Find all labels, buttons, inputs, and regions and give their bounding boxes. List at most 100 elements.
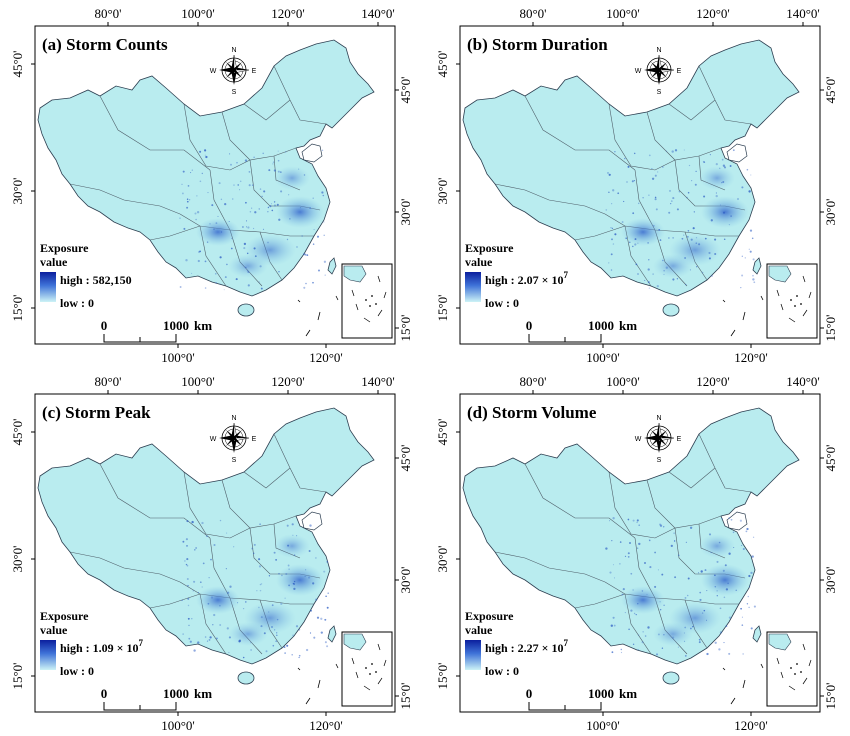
- legend: Exposure value high : 1.09 × 107 low : 0: [40, 609, 144, 678]
- sea-dash-marks: [297, 295, 339, 337]
- legend-high-label: high : 582,150: [60, 273, 132, 287]
- exposure-speckle: [605, 149, 756, 289]
- scale-bar: 0 1000 km: [526, 318, 637, 343]
- right-tick-label: 45°0': [398, 76, 413, 103]
- top-tick-label: 120°0': [696, 6, 730, 21]
- compass-west-label: W: [635, 68, 642, 75]
- legend-title: Exposure: [40, 609, 89, 623]
- left-tick-label: 45°0': [435, 50, 450, 77]
- inset-islands: [365, 663, 377, 675]
- north-arrow-icon: N S E W: [635, 415, 682, 464]
- right-tick-label: 15°0': [398, 682, 413, 709]
- compass-south-label: S: [657, 89, 662, 96]
- bohai-sea: [726, 511, 748, 531]
- inset-landmass: [768, 633, 792, 651]
- left-tick-label: 45°0': [10, 418, 25, 445]
- compass-west-label: W: [635, 436, 642, 443]
- left-tick-label: 45°0': [435, 418, 450, 445]
- exposure-speckle: [179, 149, 327, 291]
- compass-east-label: E: [252, 68, 257, 75]
- right-tick-label: 30°0': [823, 198, 838, 225]
- left-tick-label: 30°0': [10, 545, 25, 572]
- top-tick-label: 100°0': [181, 374, 215, 389]
- bottom-tick-label: 120°0': [309, 350, 343, 365]
- scale-unit-label: km: [194, 686, 212, 701]
- bottom-tick-label: 120°0': [734, 718, 768, 733]
- taiwan-island: [752, 625, 762, 643]
- scale-zero-label: 0: [101, 318, 108, 333]
- legend-high-exponent: 7: [564, 270, 569, 280]
- china-landmass: [37, 407, 375, 665]
- inset-landmass: [343, 265, 367, 283]
- left-tick-label: 15°0': [435, 662, 450, 689]
- right-tick-label: 15°0': [823, 682, 838, 709]
- scale-bar: 0 1000 km: [526, 686, 637, 711]
- bottom-tick-label: 120°0': [309, 718, 343, 733]
- legend-low-label: low : 0: [60, 296, 94, 310]
- left-tick-label: 15°0': [435, 294, 450, 321]
- right-tick-label: 45°0': [398, 444, 413, 471]
- map-panel-c: 80°0' 100°0' 120°0' 140°0' 100°0' 120°0'…: [0, 368, 425, 736]
- legend: Exposure value high : 582,150 low : 0: [40, 241, 132, 310]
- taiwan-island: [327, 257, 337, 275]
- inset-dash-line: [351, 275, 387, 323]
- top-tick-label: 140°0': [361, 6, 395, 21]
- frame-ticks: [456, 390, 824, 716]
- taiwan-island: [327, 625, 337, 643]
- panel-title: (b) Storm Duration: [467, 35, 608, 54]
- taiwan-island: [752, 257, 762, 275]
- legend-color-ramp: [40, 272, 56, 302]
- map-figure: 80°0' 100°0' 120°0' 140°0' 100°0' 120°0'…: [435, 6, 838, 365]
- scale-bar: 0 1000 km: [101, 318, 212, 343]
- right-tick-label: 30°0': [398, 566, 413, 593]
- sea-dash-marks: [722, 295, 764, 337]
- map-figure: 80°0' 100°0' 120°0' 140°0' 100°0' 120°0'…: [10, 374, 413, 733]
- bottom-tick-label: 100°0': [161, 718, 195, 733]
- frame-ticks: [31, 390, 399, 716]
- north-arrow-icon: N S E W: [210, 47, 257, 96]
- top-tick-label: 140°0': [361, 374, 395, 389]
- compass-east-label: E: [677, 436, 682, 443]
- left-tick-label: 30°0': [435, 545, 450, 572]
- bottom-tick-label: 120°0': [734, 350, 768, 365]
- left-tick-label: 15°0': [10, 294, 25, 321]
- top-tick-label: 120°0': [271, 6, 305, 21]
- compass-north-label: N: [656, 47, 661, 54]
- legend-title: Exposure: [465, 609, 514, 623]
- bottom-tick-label: 100°0': [586, 718, 620, 733]
- left-tick-label: 15°0': [10, 662, 25, 689]
- panel-title: (c) Storm Peak: [42, 403, 151, 422]
- left-tick-label: 30°0': [10, 177, 25, 204]
- map-panel-b: 80°0' 100°0' 120°0' 140°0' 100°0' 120°0'…: [425, 0, 850, 368]
- scale-bar: 0 1000 km: [101, 686, 212, 711]
- bohai-sea: [301, 511, 323, 531]
- legend-low-label: low : 0: [485, 664, 519, 678]
- scale-zero-label: 0: [101, 686, 108, 701]
- inset-landmass: [343, 633, 367, 651]
- scale-unit-label: km: [194, 318, 212, 333]
- top-tick-label: 120°0': [696, 374, 730, 389]
- top-tick-label: 100°0': [606, 6, 640, 21]
- left-tick-label: 30°0': [435, 177, 450, 204]
- bohai-sea: [726, 143, 748, 163]
- inset-dash-line: [776, 275, 812, 323]
- legend-color-ramp: [465, 640, 481, 670]
- top-tick-label: 80°0': [94, 374, 121, 389]
- inset-islands: [790, 295, 802, 307]
- legend: Exposure value high : 2.27 × 107 low : 0: [465, 609, 569, 678]
- legend-subtitle: value: [465, 255, 493, 269]
- panel-title: (a) Storm Counts: [42, 35, 168, 54]
- legend-high-label: high : 1.09 × 107: [60, 638, 144, 655]
- exposure-speckle: [605, 517, 756, 657]
- legend-subtitle: value: [465, 623, 493, 637]
- exposure-hotspots: [621, 534, 749, 646]
- top-tick-label: 120°0': [271, 374, 305, 389]
- scale-zero-label: 0: [526, 318, 533, 333]
- inset-landmass: [768, 265, 792, 283]
- hainan-island: [237, 671, 255, 685]
- right-tick-label: 45°0': [823, 444, 838, 471]
- right-tick-label: 45°0': [823, 76, 838, 103]
- legend-title: Exposure: [40, 241, 89, 255]
- legend-title: Exposure: [465, 241, 514, 255]
- north-arrow-icon: N S E W: [210, 415, 257, 464]
